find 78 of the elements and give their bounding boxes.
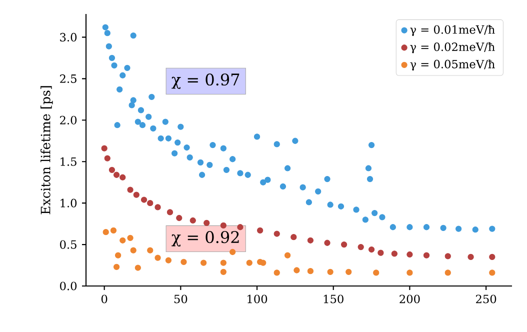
point — [130, 247, 136, 254]
x-tick-label: 250 — [476, 294, 496, 304]
x-tick-label: 150 — [324, 294, 344, 304]
point — [324, 240, 330, 246]
point — [101, 145, 108, 152]
point — [190, 217, 196, 224]
point — [274, 230, 280, 237]
point — [489, 254, 496, 260]
point — [346, 268, 352, 275]
y-axis-title: Exciton lifetime [ps] — [40, 86, 53, 214]
x-tick-label: 100 — [248, 294, 268, 304]
point — [378, 250, 384, 256]
point — [274, 270, 280, 276]
point — [406, 270, 413, 276]
x-tick-label: 50 — [174, 294, 188, 304]
point — [127, 234, 134, 241]
legend-label: γ = 0.02meV/ħ — [410, 42, 495, 54]
y-tick-label: 1.5 — [60, 157, 76, 166]
point — [147, 200, 154, 206]
point — [340, 241, 348, 248]
y-tick-label: 1.0 — [60, 198, 77, 208]
point — [284, 252, 291, 258]
point — [260, 260, 266, 266]
x-tick-label: 200 — [400, 294, 420, 304]
legend-label: γ = 0.01meV/ħ — [410, 25, 495, 36]
point — [358, 244, 364, 250]
y-tick-label: 0.5 — [60, 240, 76, 249]
point — [391, 250, 398, 257]
point — [290, 234, 297, 240]
point — [204, 220, 210, 226]
point — [237, 224, 244, 230]
point — [200, 260, 207, 266]
point — [114, 252, 122, 258]
point — [368, 246, 375, 253]
point — [154, 254, 161, 261]
legend-label: γ = 0.05meV/ħ — [410, 60, 495, 71]
y-tick-label: 0.0 — [60, 282, 77, 290]
point — [373, 270, 380, 276]
annotation: χ = 0.92 — [172, 231, 239, 246]
point — [133, 192, 140, 198]
point — [108, 166, 116, 173]
point — [489, 270, 496, 276]
point — [154, 204, 161, 210]
point — [423, 252, 430, 258]
point — [110, 227, 117, 234]
point — [113, 264, 120, 270]
point — [307, 237, 314, 244]
point — [220, 260, 226, 266]
point — [127, 186, 134, 193]
point — [120, 174, 126, 180]
point — [307, 268, 314, 274]
point — [104, 155, 110, 162]
point — [246, 260, 252, 266]
y-tick-label: 3.0 — [60, 32, 77, 42]
y-tick-label: 2.5 — [60, 74, 76, 83]
annotation: χ = 0.97 — [172, 73, 240, 89]
y-tick-label: 2.0 — [60, 116, 77, 124]
point — [468, 254, 474, 260]
point — [220, 268, 226, 275]
point — [220, 222, 226, 229]
point — [147, 247, 154, 254]
point — [327, 268, 334, 275]
point — [134, 264, 141, 271]
point — [140, 196, 148, 203]
point — [176, 214, 182, 222]
point — [230, 248, 236, 256]
point — [120, 237, 126, 244]
point — [102, 229, 109, 236]
point — [166, 209, 174, 216]
point — [180, 258, 187, 266]
point — [294, 267, 300, 274]
x-tick-label: 0 — [101, 294, 108, 304]
point — [444, 253, 451, 260]
point — [406, 251, 413, 258]
point — [444, 270, 451, 276]
point — [113, 172, 120, 178]
point — [165, 257, 172, 264]
point — [257, 227, 264, 234]
